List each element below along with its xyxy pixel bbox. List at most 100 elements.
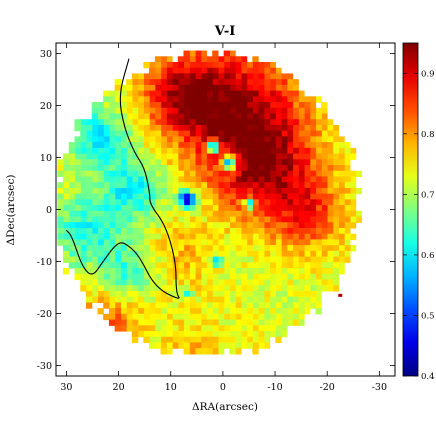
map-cell — [281, 187, 288, 195]
map-cell — [80, 279, 87, 286]
map-cell — [315, 119, 322, 126]
map-cell — [200, 290, 208, 298]
map-cell — [206, 119, 213, 126]
map-cell — [137, 325, 144, 332]
map-cell — [217, 268, 225, 275]
map-cell — [160, 348, 167, 355]
map-cell — [315, 233, 322, 241]
map-cell — [281, 119, 288, 126]
map-cell — [154, 176, 162, 183]
map-cell — [281, 222, 288, 229]
map-cell — [275, 290, 282, 298]
map-cell — [177, 319, 185, 326]
map-cell — [240, 302, 248, 309]
map-cell — [120, 268, 127, 275]
map-cell — [154, 227, 162, 235]
map-cell — [281, 147, 288, 155]
map-cell — [349, 170, 357, 178]
map-cell — [131, 124, 139, 132]
map-cell — [172, 119, 179, 126]
map-cell — [131, 290, 139, 298]
map-cell — [217, 84, 225, 92]
map-cell — [246, 313, 253, 321]
map-cell — [309, 222, 317, 229]
map-cell — [281, 84, 288, 92]
map-cell — [263, 107, 271, 115]
map-cell — [332, 216, 340, 223]
map-cell — [200, 308, 208, 315]
map-cell — [80, 187, 87, 195]
map-cell — [281, 107, 288, 115]
map-cell — [286, 73, 294, 80]
map-cell — [143, 165, 150, 172]
map-cell — [194, 262, 202, 269]
map-cell — [149, 233, 156, 241]
map-cell — [137, 182, 144, 189]
map-cell — [103, 124, 110, 132]
map-cell — [183, 330, 190, 338]
map-cell — [292, 285, 299, 292]
map-cell — [200, 79, 208, 86]
map-cell — [189, 170, 196, 178]
map-cell — [303, 302, 311, 309]
map-cell — [206, 233, 213, 241]
map-cell — [194, 285, 202, 292]
map-cell — [154, 233, 162, 241]
map-cell — [275, 176, 282, 183]
map-cell — [63, 187, 70, 195]
map-cell — [252, 136, 259, 143]
map-cell — [275, 279, 282, 286]
map-cell — [275, 124, 282, 132]
map-cell — [177, 273, 185, 281]
map-cell — [303, 119, 311, 126]
map-cell — [126, 308, 133, 315]
map-cell — [252, 262, 259, 269]
map-cell — [344, 239, 351, 246]
map-cell — [240, 96, 248, 103]
map-cell — [183, 182, 190, 189]
map-cell — [108, 210, 116, 218]
map-cell — [206, 84, 213, 92]
map-cell — [103, 147, 110, 155]
map-cell — [120, 279, 127, 286]
map-cell — [166, 250, 173, 258]
map-cell — [103, 233, 110, 241]
map-cell — [275, 199, 282, 206]
map-cell — [315, 136, 322, 143]
map-cell — [200, 268, 208, 275]
map-cell — [91, 124, 99, 132]
map-cell — [252, 250, 259, 258]
map-cell — [229, 176, 236, 183]
map-cell — [154, 313, 162, 321]
map-cell — [321, 210, 328, 218]
map-cell — [183, 79, 190, 86]
map-cell — [103, 222, 110, 229]
map-cell — [338, 233, 345, 241]
map-cell — [303, 170, 311, 178]
map-cell — [258, 325, 265, 332]
map-cell — [183, 319, 190, 326]
map-cell — [68, 256, 76, 263]
map-cell — [246, 250, 253, 258]
map-cell — [74, 136, 81, 143]
map-cell — [131, 113, 139, 120]
map-cell — [258, 268, 265, 275]
map-cell — [212, 90, 219, 97]
map-cell — [172, 102, 179, 109]
map-cell — [160, 273, 167, 281]
y-tick-label: 10 — [40, 153, 52, 164]
map-cell — [126, 187, 133, 195]
map-cell — [183, 233, 190, 241]
colorbar-tick-label: 0.7 — [421, 190, 435, 200]
map-cell — [240, 210, 248, 218]
map-cell — [120, 239, 127, 246]
map-cell — [309, 279, 317, 286]
map-cell — [183, 119, 190, 126]
map-cell — [229, 90, 236, 97]
map-cell — [252, 199, 259, 206]
map-cell — [194, 319, 202, 326]
map-cell — [74, 142, 81, 149]
map-cell — [321, 124, 328, 132]
map-cell — [298, 102, 305, 109]
map-cell — [217, 216, 225, 223]
